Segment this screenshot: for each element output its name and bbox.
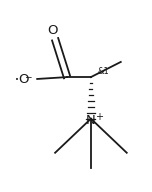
Text: •: •: [15, 77, 19, 83]
Text: O: O: [48, 24, 58, 37]
Text: +: +: [95, 112, 103, 122]
Text: &1: &1: [98, 67, 109, 76]
Text: N: N: [86, 114, 96, 127]
Text: −: −: [24, 73, 31, 82]
Text: O: O: [18, 73, 28, 86]
